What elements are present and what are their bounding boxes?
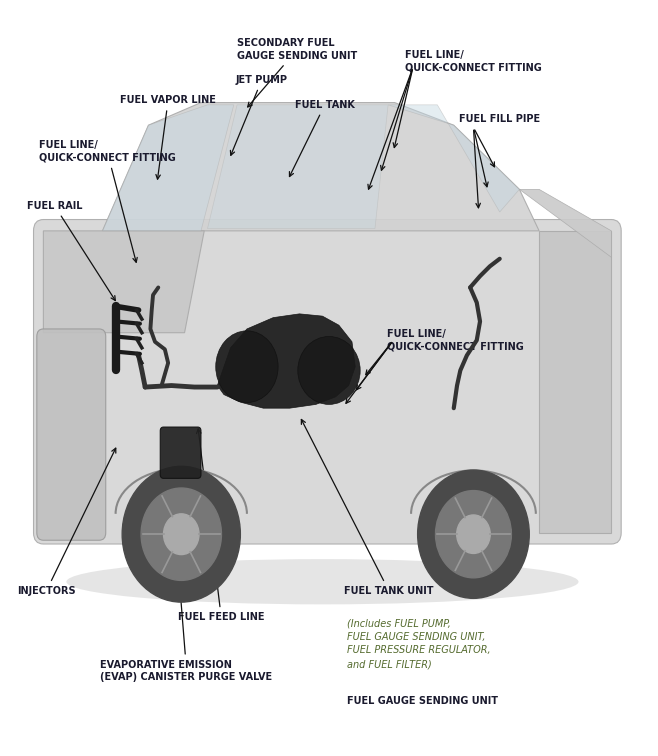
Circle shape [418,470,529,598]
Text: EVAPORATIVE EMISSION
(EVAP) CANISTER PURGE VALVE: EVAPORATIVE EMISSION (EVAP) CANISTER PUR… [101,469,272,682]
Text: FUEL FILL PIPE: FUEL FILL PIPE [459,114,540,124]
Text: SECONDARY FUEL
GAUGE SENDING UNIT: SECONDARY FUEL GAUGE SENDING UNIT [237,39,357,107]
FancyBboxPatch shape [34,219,621,544]
Text: INJECTORS: INJECTORS [17,448,116,596]
Text: FUEL TANK UNIT: FUEL TANK UNIT [301,420,434,596]
Polygon shape [388,105,519,212]
FancyBboxPatch shape [37,329,106,541]
Polygon shape [539,231,611,533]
Text: JET PUMP: JET PUMP [230,75,288,155]
Text: FUEL RAIL: FUEL RAIL [27,201,115,301]
Polygon shape [519,189,611,257]
Text: (Includes FUEL PUMP,
FUEL GAUGE SENDING UNIT,
FUEL PRESSURE REGULATOR,
and FUEL : (Includes FUEL PUMP, FUEL GAUGE SENDING … [347,618,490,669]
Text: FUEL VAPOR LINE: FUEL VAPOR LINE [120,95,216,179]
Ellipse shape [298,336,360,404]
Text: FUEL GAUGE SENDING UNIT: FUEL GAUGE SENDING UNIT [347,696,497,706]
Text: FUEL FEED LINE: FUEL FEED LINE [178,429,265,622]
Circle shape [436,491,511,578]
FancyBboxPatch shape [161,427,201,479]
Polygon shape [103,105,234,231]
Ellipse shape [216,331,278,402]
Text: FUEL TANK: FUEL TANK [290,100,355,177]
Text: FUEL LINE/
QUICK-CONNECT FITTING: FUEL LINE/ QUICK-CONNECT FITTING [387,329,524,352]
Circle shape [164,514,199,555]
Polygon shape [103,103,539,231]
Text: FUEL LINE/
QUICK-CONNECT FITTING: FUEL LINE/ QUICK-CONNECT FITTING [405,51,542,73]
Ellipse shape [66,559,578,604]
Text: FUEL LINE/
QUICK-CONNECT FITTING: FUEL LINE/ QUICK-CONNECT FITTING [39,141,176,262]
Polygon shape [217,314,355,408]
Polygon shape [207,105,388,228]
Circle shape [122,466,240,602]
Circle shape [141,488,222,581]
Circle shape [457,515,490,553]
Polygon shape [43,231,204,333]
